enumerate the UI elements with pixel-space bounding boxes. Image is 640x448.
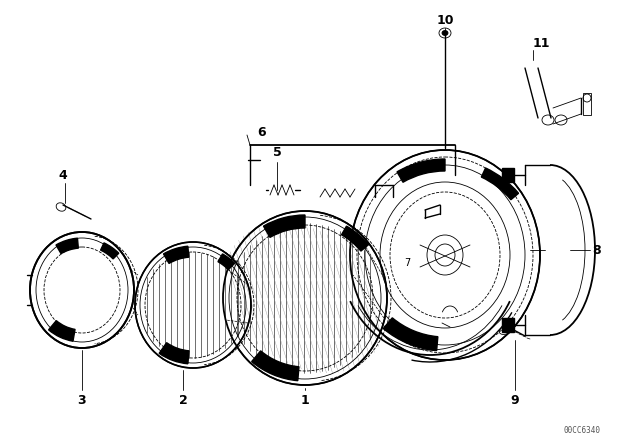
Text: 6: 6 xyxy=(258,125,266,138)
Ellipse shape xyxy=(350,150,540,360)
Wedge shape xyxy=(397,159,445,182)
Text: 8: 8 xyxy=(593,244,602,257)
Bar xyxy=(583,93,591,115)
Ellipse shape xyxy=(30,232,134,348)
Ellipse shape xyxy=(442,30,448,35)
Text: 2: 2 xyxy=(179,393,188,406)
Wedge shape xyxy=(56,238,78,254)
Text: 7: 7 xyxy=(404,258,410,268)
Ellipse shape xyxy=(135,242,251,368)
Wedge shape xyxy=(481,168,518,200)
Wedge shape xyxy=(264,215,305,237)
Wedge shape xyxy=(252,351,299,381)
Text: 00CC6340: 00CC6340 xyxy=(563,426,600,435)
Wedge shape xyxy=(342,226,369,251)
Text: 9: 9 xyxy=(511,393,519,406)
Text: 11: 11 xyxy=(532,36,550,49)
Wedge shape xyxy=(49,321,75,341)
Ellipse shape xyxy=(223,211,387,385)
Text: 4: 4 xyxy=(59,168,67,181)
Bar xyxy=(502,168,514,182)
Wedge shape xyxy=(383,318,438,351)
Text: 3: 3 xyxy=(77,393,86,406)
Bar xyxy=(502,318,514,332)
Text: 10: 10 xyxy=(436,13,454,26)
Wedge shape xyxy=(163,246,189,263)
Wedge shape xyxy=(100,243,119,259)
Wedge shape xyxy=(159,343,189,364)
Text: 1: 1 xyxy=(301,393,309,406)
Wedge shape xyxy=(218,254,235,270)
Text: 5: 5 xyxy=(273,146,282,159)
